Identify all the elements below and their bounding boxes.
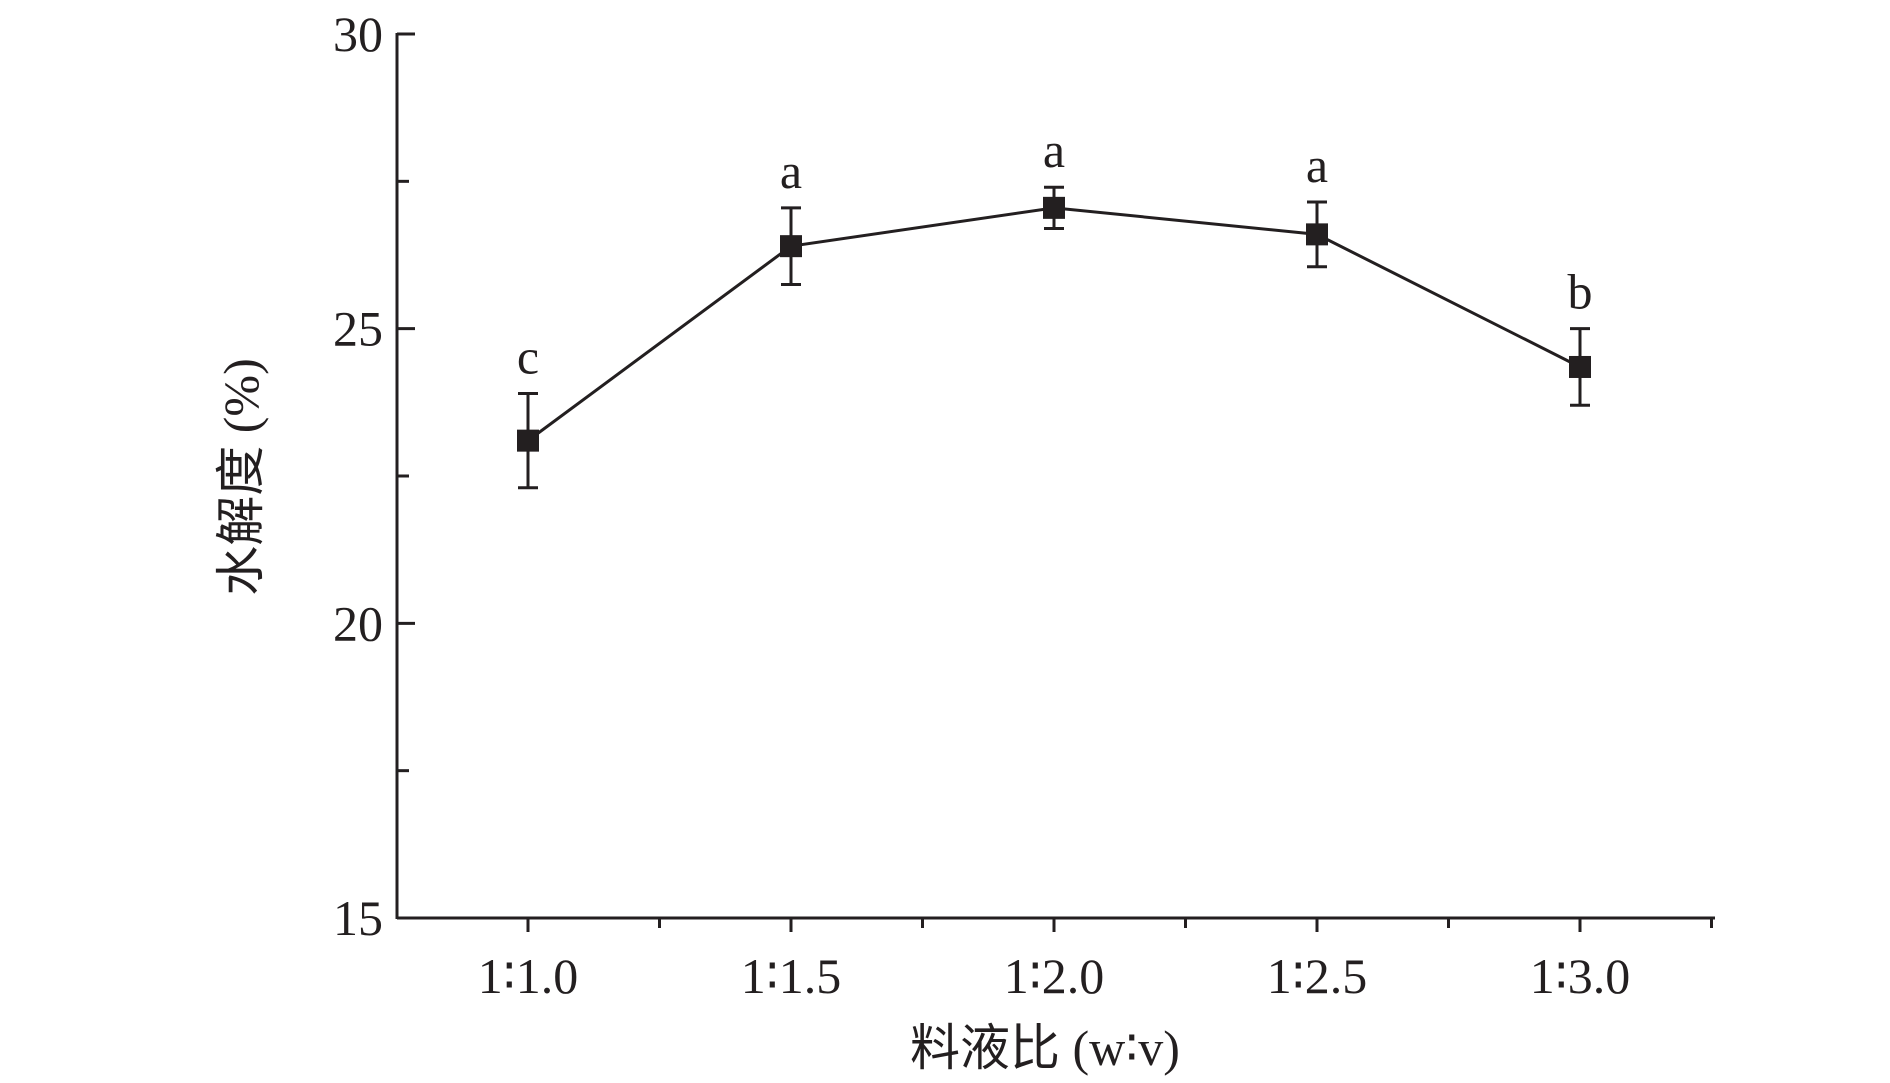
x-tick-label: 1∶2.0 <box>1004 948 1105 1004</box>
x-tick-label: 1∶1.0 <box>478 948 579 1004</box>
data-point <box>1043 196 1065 219</box>
axes: 15 20 25 30 1∶1.0 1∶1.5 1∶2.0 1∶2.5 1∶3.0 <box>333 6 1715 1004</box>
x-tick-label: 1∶3.0 <box>1530 948 1631 1004</box>
y-tick-label: 25 <box>333 301 383 357</box>
y-tick-label: 20 <box>333 595 383 651</box>
x-tick-label: 1∶2.5 <box>1267 948 1368 1004</box>
series-layer: c a a a b <box>517 122 1593 490</box>
significance-label: a <box>780 143 802 199</box>
data-point <box>780 235 802 258</box>
significance-label: a <box>1306 137 1328 193</box>
significance-label: c <box>517 328 539 384</box>
y-axis-title: 水解度 (%) <box>213 358 269 595</box>
data-point <box>1569 355 1591 378</box>
series-line <box>527 206 1581 442</box>
x-axis-title: 料液比 (w∶v) <box>910 1020 1180 1076</box>
significance-label: b <box>1568 264 1593 320</box>
data-point <box>517 429 539 452</box>
data-point <box>1306 223 1328 246</box>
x-tick-label: 1∶1.5 <box>741 948 842 1004</box>
significance-label: a <box>1043 122 1065 178</box>
y-tick-label: 15 <box>333 890 383 946</box>
y-tick-label: 30 <box>333 6 383 62</box>
